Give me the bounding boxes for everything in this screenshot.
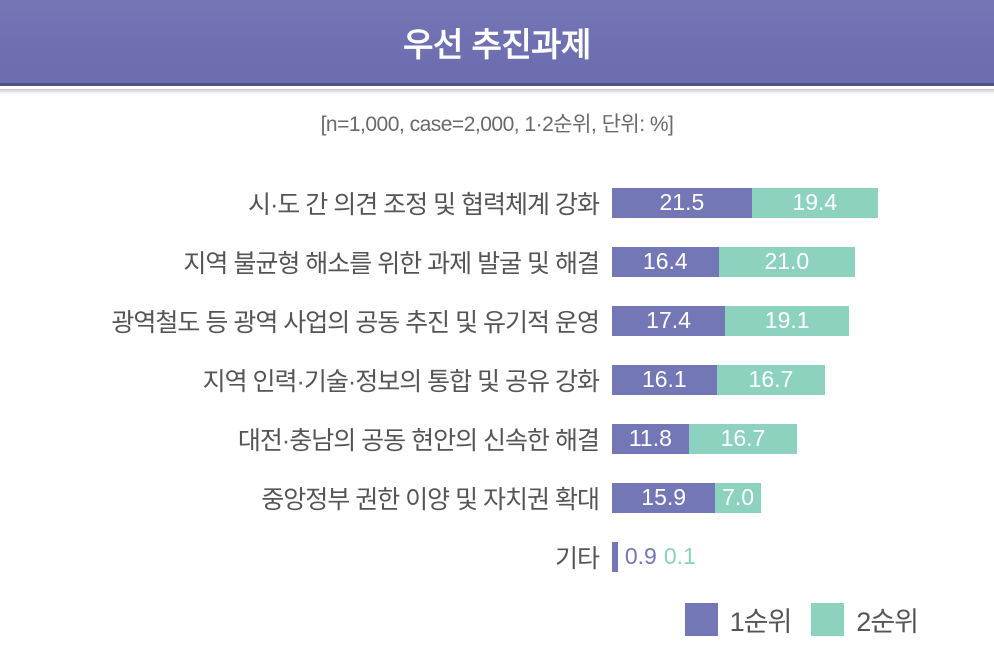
bar-group: 21.5 19.4 xyxy=(612,187,878,218)
bar-value: 21.0 xyxy=(764,248,810,274)
legend-swatch-icon xyxy=(811,603,845,636)
bar-segment-2순위: 16.7 xyxy=(688,423,798,454)
chart-note: [n=1,000, case=2,000, 1·2순위, 단위: %] xyxy=(320,113,674,136)
chart-row: 지역 불균형 해소를 위한 과제 발굴 및 해결 16.4 21.0 xyxy=(0,232,994,291)
bar-value-outside: 0.1 xyxy=(663,543,696,569)
chart-row: 지역 인력·기술·정보의 통합 및 공유 강화 16.1 16.7 xyxy=(0,350,994,409)
category-label: 기타 xyxy=(554,544,600,573)
bar-value: 7.0 xyxy=(722,484,755,510)
bar-group: 0.9 0.1 xyxy=(612,541,696,572)
chart-row: 시·도 간 의견 조정 및 협력체계 강화 21.5 19.4 xyxy=(0,173,994,232)
bar-segment-1순위: 16.4 xyxy=(612,246,719,277)
bar-segment-1순위: 17.4 xyxy=(612,305,726,336)
bar-value: 17.4 xyxy=(646,307,691,333)
category-label: 지역 인력·기술·정보의 통합 및 공유 강화 xyxy=(202,367,600,396)
legend-item: 2순위 xyxy=(811,600,919,639)
bar-group: 17.4 19.1 xyxy=(612,305,850,336)
category-label: 시·도 간 의견 조정 및 협력체계 강화 xyxy=(247,190,600,219)
bar-value-outside: 0.9 xyxy=(624,543,657,569)
bar-segment-2순위: 19.1 xyxy=(725,305,850,336)
bar-value: 19.1 xyxy=(764,307,810,333)
bar-value: 19.4 xyxy=(792,189,838,215)
legend-label: 1순위 xyxy=(729,607,793,637)
chart-row: 중앙정부 권한 이양 및 자치권 확대 15.9 7.0 xyxy=(0,468,994,527)
chart-legend: 1순위 2순위 xyxy=(684,600,919,639)
bar-segment-1순위: 21.5 xyxy=(612,187,752,218)
bar-segment-2순위: 7.0 xyxy=(715,482,761,513)
bar-group: 16.1 16.7 xyxy=(612,364,826,395)
stacked-bar-chart: 시·도 간 의견 조정 및 협력체계 강화 21.5 19.4 지역 불균형 해소를 … xyxy=(0,173,994,586)
bar-value: 11.8 xyxy=(628,425,672,451)
legend-item: 1순위 xyxy=(684,600,793,639)
bar-segment-1순위: 15.9 xyxy=(612,482,716,513)
bar-value: 16.7 xyxy=(748,366,794,392)
bar-segment-2순위: 16.7 xyxy=(716,364,826,395)
bar-value: 16.7 xyxy=(720,425,766,451)
chart-row: 광역철도 등 광역 사업의 공동 추진 및 유기적 운영 17.4 19.1 xyxy=(0,291,994,350)
legend-swatch-icon xyxy=(684,603,718,636)
bar-segment-1순위 xyxy=(612,541,618,572)
bar-value: 16.1 xyxy=(641,366,687,392)
category-label: 지역 불균형 해소를 위한 과제 발굴 및 해결 xyxy=(183,249,600,278)
category-label: 광역철도 등 광역 사업의 공동 추진 및 유기적 운영 xyxy=(111,308,600,337)
bar-segment-2순위: 19.4 xyxy=(751,187,878,218)
category-label: 중앙정부 권한 이양 및 자치권 확대 xyxy=(261,485,600,514)
chart-row: 기타 0.9 0.1 xyxy=(0,527,994,586)
banner-shadow xyxy=(0,89,994,94)
bar-group: 15.9 7.0 xyxy=(612,482,761,513)
page-title: 우선 추진과제 xyxy=(403,25,591,63)
bar-value: 16.4 xyxy=(642,248,688,274)
bar-value: 21.5 xyxy=(659,189,705,215)
bar-segment-1순위: 16.1 xyxy=(612,364,717,395)
title-banner: 우선 추진과제 xyxy=(0,0,994,86)
bar-group: 16.4 21.0 xyxy=(612,246,856,277)
bar-value: 15.9 xyxy=(641,484,687,510)
bar-segment-1순위: 11.8 xyxy=(612,423,689,454)
legend-label: 2순위 xyxy=(856,607,919,637)
chart-row: 대전·충남의 공동 현안의 신속한 해결 11.8 16.7 xyxy=(0,409,994,468)
category-label: 대전·충남의 공동 현안의 신속한 해결 xyxy=(237,426,600,455)
bar-group: 11.8 16.7 xyxy=(612,423,798,454)
bar-segment-2순위: 21.0 xyxy=(718,246,856,277)
